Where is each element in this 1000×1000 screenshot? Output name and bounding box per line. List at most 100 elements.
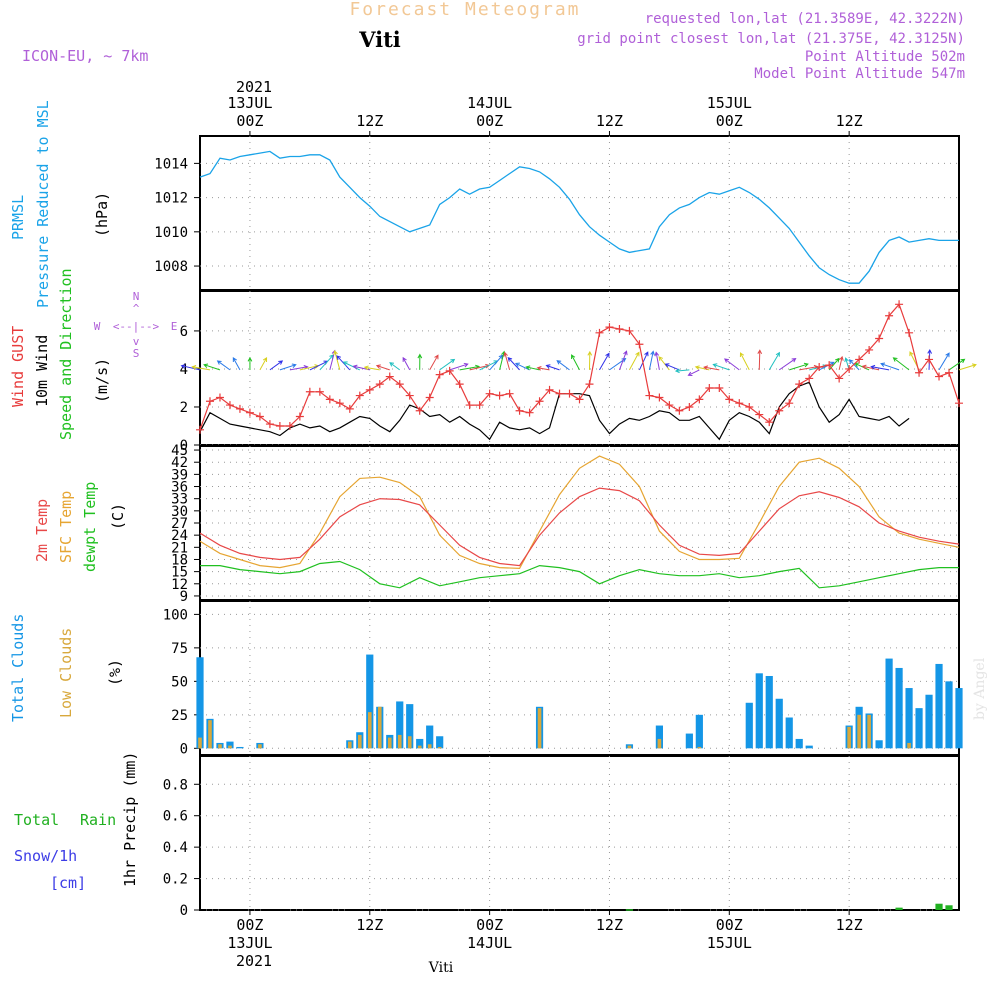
dewpt-temp-line xyxy=(200,560,959,589)
low-cloud-bar xyxy=(407,736,412,749)
wind-direction-arrow xyxy=(180,364,201,371)
low-cloud-bar xyxy=(697,746,702,749)
total-cloud-bar xyxy=(426,725,434,749)
y-tick-label: 27 xyxy=(171,516,188,532)
wind-gust-marker xyxy=(805,374,814,383)
total-cloud-bar xyxy=(915,708,923,749)
y-tick-label: 36 xyxy=(171,480,188,496)
time-tick-label: 00Z xyxy=(236,916,263,934)
wind-direction-arrow xyxy=(449,362,469,371)
year-top: 2021 xyxy=(236,78,272,96)
wind-gust-marker xyxy=(945,368,954,377)
wind-gust-marker xyxy=(695,395,704,404)
wind-direction-arrow xyxy=(429,354,439,371)
low-cloud-bar xyxy=(228,745,232,749)
wind-direction-arrow xyxy=(648,350,655,371)
wind-direction-arrow xyxy=(417,353,423,370)
wind-direction-arrow xyxy=(556,360,570,371)
rain-bar xyxy=(935,903,943,910)
snow-label: Snow/1h xyxy=(14,847,77,865)
wind-direction-arrow xyxy=(870,364,890,371)
total-cloud-bar xyxy=(695,714,703,749)
wind-direction-arrow xyxy=(503,351,511,371)
wind-direction-arrow xyxy=(525,365,540,371)
time-tick-label: 00Z xyxy=(716,916,743,934)
time-tick-label: 12Z xyxy=(596,112,623,130)
wind-gust-marker xyxy=(265,420,274,429)
wind-direction-arrow xyxy=(402,356,411,371)
rain-label-total: Total xyxy=(14,811,59,829)
wind-gust-marker xyxy=(295,412,304,421)
wind-direction-arrow xyxy=(203,363,221,371)
wind-direction-arrow xyxy=(687,369,700,376)
wind-gust-marker xyxy=(275,421,284,430)
wind-direction-arrow xyxy=(739,352,750,371)
y-tick-label: 15 xyxy=(171,565,188,581)
wind-gust-marker xyxy=(635,340,644,349)
wind-direction-arrow xyxy=(342,361,361,371)
y-tick-label: 4 xyxy=(180,362,188,378)
y-tick-label: 21 xyxy=(171,540,188,556)
wind-gust-marker xyxy=(325,395,334,404)
wind-direction-arrow xyxy=(674,368,690,374)
y-tick-label: 0.8 xyxy=(163,777,188,793)
wind-direction-arrow xyxy=(309,360,329,371)
wind-direction-arrow xyxy=(259,357,268,371)
wind-gust-marker xyxy=(435,370,444,379)
y-tick-label: 1008 xyxy=(154,259,188,275)
wind-gust-marker xyxy=(925,355,934,364)
wind-direction-arrow xyxy=(654,351,660,370)
y-tick-label: 30 xyxy=(171,504,188,520)
wind-direction-arrow xyxy=(724,358,740,371)
wind-gust-marker xyxy=(535,397,544,406)
y-tick-label: 1014 xyxy=(154,156,188,172)
wind-direction-arrow xyxy=(712,363,730,371)
wind-gust-marker xyxy=(845,364,854,373)
pressure-unit: (hPa) xyxy=(93,192,111,237)
rain-bar xyxy=(625,909,634,911)
total-cloud-bar xyxy=(935,663,943,749)
year-bottom: 2021 xyxy=(236,952,272,970)
svg-text:W: W xyxy=(94,320,101,333)
time-date-label: 13JUL xyxy=(227,934,272,952)
wind-direction-arrow xyxy=(375,364,390,371)
wind-gust-marker xyxy=(625,326,634,335)
total-cloud-bar xyxy=(366,654,374,749)
wind-gust-marker xyxy=(815,363,824,372)
requested-coords: requested lon,lat (21.3589E, 42.3222N) xyxy=(645,11,965,27)
total-cloud-bar xyxy=(885,658,893,749)
wind-gust-marker xyxy=(445,366,454,375)
wind-direction-arrow xyxy=(768,351,780,371)
low-cloud-bar xyxy=(537,708,542,749)
wind-direction-arrow xyxy=(861,364,880,371)
total-cloud-bar xyxy=(905,688,913,749)
time-date-label: 15JUL xyxy=(707,934,752,952)
footer-location: Viti xyxy=(428,960,454,976)
temp-dewpt-label: dewpt Temp xyxy=(81,482,99,572)
wind-gust-marker xyxy=(385,372,394,381)
wind-gust-marker xyxy=(855,355,864,364)
rain-label-rain: Rain xyxy=(80,811,116,829)
wind-gust-marker xyxy=(515,406,524,415)
svg-text:<--|-->: <--|--> xyxy=(113,320,160,333)
time-tick-label: 00Z xyxy=(476,916,503,934)
y-tick-label: 0.6 xyxy=(163,809,188,825)
wind-gust-marker xyxy=(725,395,734,404)
snow-unit: [cm] xyxy=(50,874,86,892)
temp-2m-line xyxy=(199,487,960,567)
total-cloud-bar xyxy=(765,675,773,749)
wind-gust-marker xyxy=(555,389,564,398)
total-cloud-bar xyxy=(945,681,953,749)
wind-direction-arrow xyxy=(279,363,297,371)
time-tick-label: 00Z xyxy=(716,112,743,130)
rain-bar xyxy=(895,907,903,910)
time-tick-label: 00Z xyxy=(476,112,503,130)
model-altitude: Model Point Altitude 547m xyxy=(754,66,965,82)
pressure-label-msl: Pressure Reduced to MSL xyxy=(34,100,52,308)
wind-gust-marker xyxy=(545,385,554,394)
y-tick-label: 100 xyxy=(163,607,188,623)
time-date-label: 14JUL xyxy=(467,934,512,952)
wind-gust-marker xyxy=(375,380,384,389)
wind-gust-marker xyxy=(895,300,904,309)
wind-direction-arrow xyxy=(191,365,211,371)
